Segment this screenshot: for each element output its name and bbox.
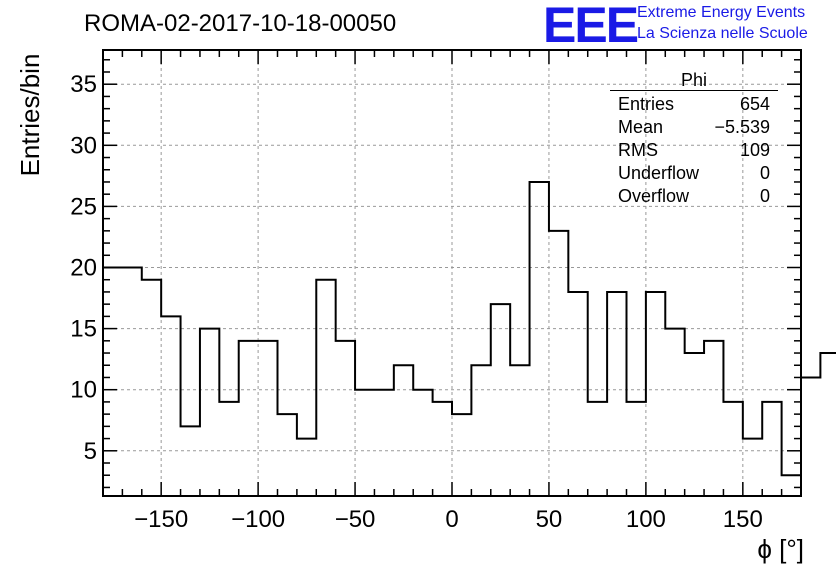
histogram-step-line <box>103 180 836 477</box>
stats-value: 109 <box>739 140 770 160</box>
stats-row: Underflow 0 <box>610 162 778 185</box>
stats-box-title: Phi <box>610 70 778 91</box>
x-tick-labels: −150 −100 −50 0 50 100 150 <box>134 506 763 533</box>
y-tick-label: 15 <box>70 316 97 343</box>
x-tick-label: 50 <box>536 506 563 533</box>
x-tick-label: 150 <box>723 506 763 533</box>
y-tick-label: 10 <box>70 377 97 404</box>
x-axis-label: ϕ [°] <box>757 534 804 564</box>
x-tick-label: −150 <box>134 506 188 533</box>
x-tick-label: 0 <box>445 506 458 533</box>
y-tick-label: 35 <box>70 71 97 98</box>
axis-ticks <box>102 50 802 496</box>
logo-line-2: La Scienza nelle Scuole <box>637 25 808 42</box>
x-tick-label: −100 <box>231 506 285 533</box>
stats-label: Underflow <box>618 163 700 183</box>
y-tick-label: 20 <box>70 255 97 282</box>
stats-row: RMS 109 <box>610 139 778 162</box>
stats-label: Overflow <box>618 186 690 206</box>
stats-row: Overflow 0 <box>610 185 778 208</box>
chart-title: ROMA-02-2017-10-18-00050 <box>84 10 397 37</box>
stats-label: Mean <box>618 117 664 137</box>
y-tick-labels: 5 10 15 20 25 30 35 <box>70 71 97 465</box>
stats-value: −5.539 <box>714 117 770 137</box>
y-axis-label: Entries/bin <box>14 53 45 177</box>
y-tick-label: 25 <box>70 193 97 220</box>
stats-label: Entries <box>618 94 675 114</box>
stats-row: Entries 654 <box>610 93 778 116</box>
y-tick-label: 30 <box>70 132 97 159</box>
logo-line-1: Extreme Energy Events <box>637 4 806 21</box>
stats-label: RMS <box>618 140 658 160</box>
y-tick-label: 5 <box>84 438 97 465</box>
x-tick-label: 100 <box>626 506 666 533</box>
x-tick-label: −50 <box>335 506 376 533</box>
stats-value: 0 <box>759 163 770 183</box>
stats-row: Mean −5.539 <box>610 116 778 139</box>
stats-value: 654 <box>739 94 770 114</box>
eee-logo: EEE <box>543 0 639 53</box>
stats-value: 0 <box>759 186 770 206</box>
stats-box: Phi Entries 654 Mean −5.539 RMS 109 Underfl… <box>610 70 778 208</box>
